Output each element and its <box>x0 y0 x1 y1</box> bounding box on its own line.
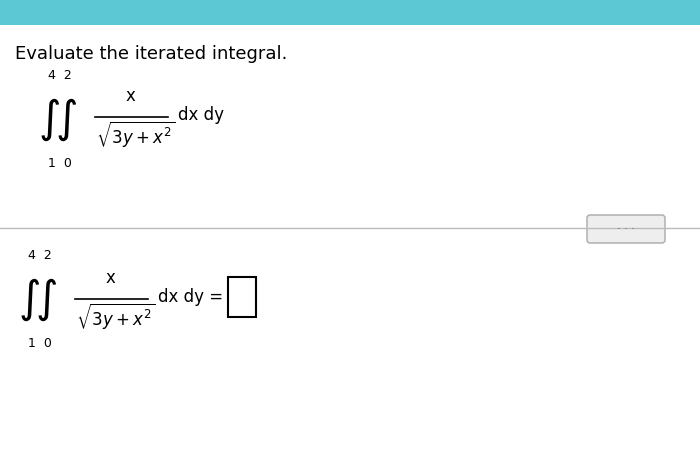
Text: x: x <box>105 269 115 287</box>
Text: · · ·: · · · <box>617 224 635 234</box>
Text: x: x <box>125 87 135 105</box>
Text: $\int\!\int$: $\int\!\int$ <box>38 97 78 143</box>
Bar <box>0 0 700 25</box>
FancyBboxPatch shape <box>587 215 665 243</box>
Text: 4  2: 4 2 <box>48 69 71 82</box>
Text: $\sqrt{3y+x^2}$: $\sqrt{3y+x^2}$ <box>76 302 155 332</box>
Bar <box>228 277 256 317</box>
Text: 1  0: 1 0 <box>48 157 72 170</box>
Text: 4  2: 4 2 <box>28 249 52 262</box>
Text: Evaluate the iterated integral.: Evaluate the iterated integral. <box>15 45 288 63</box>
Text: 1  0: 1 0 <box>28 337 52 350</box>
Text: dx dy =: dx dy = <box>158 288 223 306</box>
Text: $\sqrt{3y+x^2}$: $\sqrt{3y+x^2}$ <box>96 120 175 150</box>
Text: $\int\!\int$: $\int\!\int$ <box>18 277 57 323</box>
Text: dx dy: dx dy <box>178 106 224 124</box>
